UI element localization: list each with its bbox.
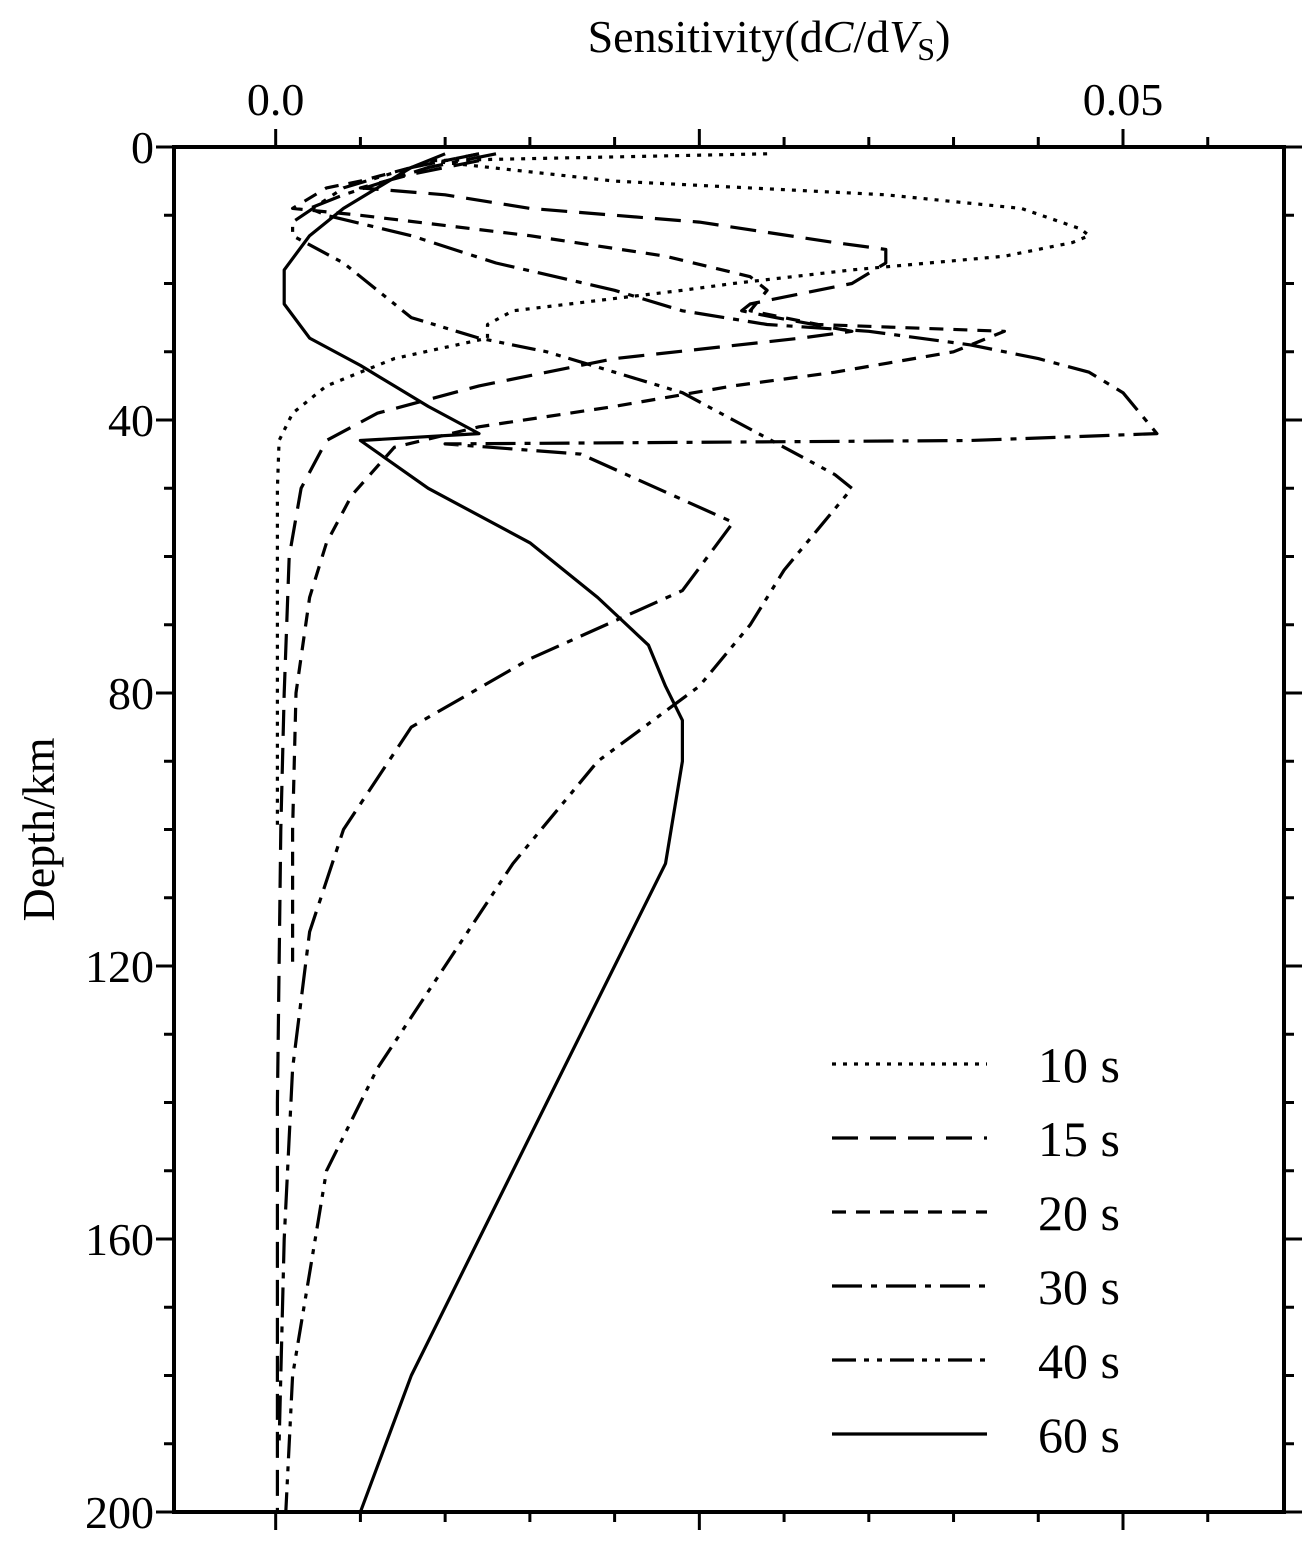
legend-label: 60 s	[1038, 1407, 1120, 1463]
series-line-6	[282, 152, 685, 1513]
x-axis-title: Sensitivity(dC/dVS)	[588, 11, 951, 67]
y-tick-label: 200	[85, 1487, 154, 1538]
series-line-4	[277, 152, 1159, 1444]
series-line-2	[275, 159, 888, 1512]
series-line-3	[291, 152, 1007, 966]
tick-layer: 0.0 0.05 0 40 80 120 160 200	[85, 74, 1302, 1538]
legend-label: 20 s	[1038, 1185, 1120, 1241]
y-axis-title: Depth/km	[13, 737, 64, 921]
series-line-5	[284, 152, 854, 1513]
y-tick-label: 120	[85, 941, 154, 992]
series-layer	[275, 152, 1159, 1513]
x-tick-label: 0.0	[247, 74, 305, 125]
legend-label: 10 s	[1038, 1037, 1120, 1093]
y-tick-label: 160	[85, 1214, 154, 1265]
legend-label: 30 s	[1038, 1259, 1120, 1315]
y-tick-label: 80	[108, 668, 154, 719]
series-line-1	[275, 152, 1091, 830]
x-tick-label: 0.05	[1083, 74, 1164, 125]
legend: 10 s 15 s 20 s 30 s 40 s 60 s	[832, 1037, 1120, 1463]
y-tick-label: 40	[108, 395, 154, 446]
legend-label: 40 s	[1038, 1333, 1120, 1389]
legend-label: 15 s	[1038, 1111, 1120, 1167]
y-tick-label: 0	[131, 122, 154, 173]
